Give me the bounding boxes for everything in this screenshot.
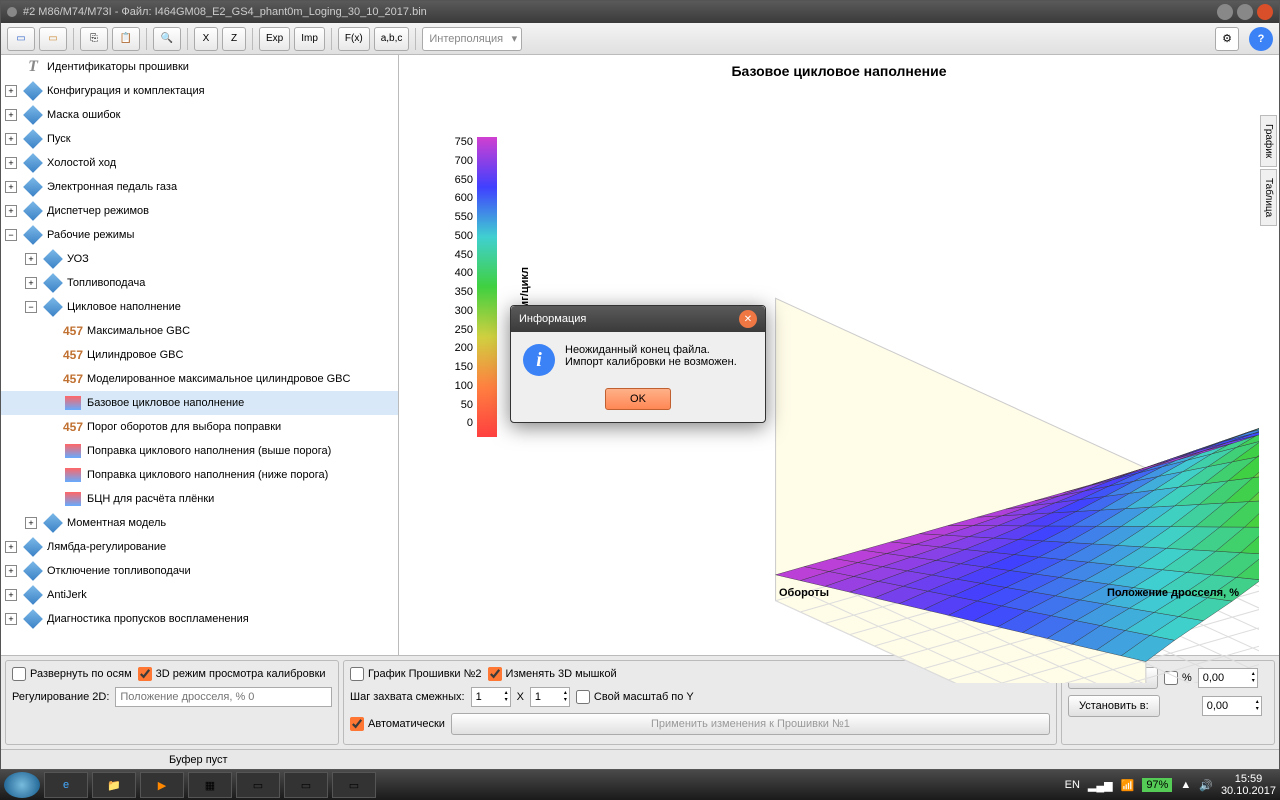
dialog-title: Информация <box>519 313 586 325</box>
task-ie[interactable]: e <box>44 772 88 798</box>
tree-item[interactable]: +УОЗ <box>1 247 398 271</box>
dialog-line1: Неожиданный конец файла. <box>565 344 737 356</box>
statusbar: Буфер пуст <box>1 749 1279 769</box>
step-label: Шаг захвата смежных: <box>350 691 465 703</box>
dialog-close-icon[interactable]: ✕ <box>739 310 757 328</box>
z-button[interactable]: Z <box>222 27 246 51</box>
tree-item[interactable]: +Моментная модель <box>1 511 398 535</box>
tree-item[interactable]: +Электронная педаль газа <box>1 175 398 199</box>
tree-item[interactable]: +Лямбда-регулирование <box>1 535 398 559</box>
tree-item[interactable]: +Диспетчер режимов <box>1 199 398 223</box>
lang-indicator[interactable]: EN <box>1065 779 1080 791</box>
mode3d-checkbox[interactable]: 3D режим просмотра калибровки <box>138 667 326 681</box>
tree-item[interactable]: Поправка циклового наполнения (выше поро… <box>1 439 398 463</box>
tree-item[interactable]: 457Порог оборотов для выбора поправки <box>1 415 398 439</box>
paste-button[interactable]: 📋 <box>112 27 140 51</box>
z-axis-label: мг/цикл <box>519 267 531 309</box>
dialog-line2: Импорт калибровки не возможен. <box>565 356 737 368</box>
own-scale-checkbox[interactable]: Свой масштаб по Y <box>576 690 694 704</box>
minimize-icon[interactable] <box>1217 4 1233 20</box>
tree-item[interactable]: Поправка циклового наполнения (ниже поро… <box>1 463 398 487</box>
tree-item[interactable]: +Диагностика пропусков воспламенения <box>1 607 398 631</box>
task-explorer[interactable]: 📁 <box>92 772 136 798</box>
fw2-checkbox[interactable]: График Прошивки №2 <box>350 667 482 681</box>
toolbar: ▭ ▭ ⎘ 📋 🔍 X Z Exp Imp F(x) a,b,c Интерпо… <box>1 23 1279 55</box>
tree-item[interactable]: −Рабочие режимы <box>1 223 398 247</box>
close-icon[interactable] <box>1257 4 1273 20</box>
tree-item[interactable]: +AntiJerk <box>1 583 398 607</box>
x-button[interactable]: X <box>194 27 218 51</box>
set-value-spinner[interactable]: 0,00 <box>1202 696 1262 716</box>
tree-item[interactable]: +Маска ошибок <box>1 103 398 127</box>
tree-item[interactable]: TИдентификаторы прошивки <box>1 55 398 79</box>
interp-combo[interactable]: Интерполяция <box>422 27 522 51</box>
tree-item[interactable]: 457Максимальное GBC <box>1 319 398 343</box>
window-title: #2 M86/M74/M73I - Файл: I464GM08_E2_GS4_… <box>23 6 427 18</box>
task-app2[interactable]: ▭ <box>236 772 280 798</box>
taskbar: e 📁 ▶ ▦ ▭ ▭ ▭ EN ▂▄▆ 📶 97% ▲ 🔊 15:59 30.… <box>0 770 1280 800</box>
start-button[interactable] <box>4 772 40 798</box>
task-app3[interactable]: ▭ <box>284 772 328 798</box>
x-axis-label: Обороты <box>779 587 829 599</box>
open-button[interactable]: ▭ <box>39 27 67 51</box>
wifi-icon[interactable]: 📶 <box>1121 779 1135 792</box>
save-button[interactable]: ▭ <box>7 27 35 51</box>
ok-button[interactable]: OK <box>605 388 671 410</box>
help-button[interactable]: ? <box>1249 27 1273 51</box>
step-y-spinner[interactable]: 1 <box>530 687 570 707</box>
battery-indicator[interactable]: 97% <box>1142 778 1172 792</box>
task-app1[interactable]: ▦ <box>188 772 232 798</box>
tree-item[interactable]: +Конфигурация и комплектация <box>1 79 398 103</box>
colorbar: 7507006506005505004504003503002502001501… <box>439 137 499 437</box>
exp-button[interactable]: Exp <box>259 27 290 51</box>
tree-item[interactable]: 457Цилиндровое GBC <box>1 343 398 367</box>
y-axis-label: Положение дросселя, % <box>1107 587 1239 599</box>
task-player[interactable]: ▶ <box>140 772 184 798</box>
expand-axes-checkbox[interactable]: Развернуть по осям <box>12 667 132 681</box>
tree-item[interactable]: +Холостой ход <box>1 151 398 175</box>
fx-button[interactable]: F(x) <box>338 27 370 51</box>
volume-icon[interactable]: 🔊 <box>1199 779 1213 792</box>
reg2d-input[interactable] <box>115 687 332 707</box>
titlebar: #2 M86/M74/M73I - Файл: I464GM08_E2_GS4_… <box>1 1 1279 23</box>
buffer-status: Буфер пуст <box>169 754 228 766</box>
info-icon: i <box>523 344 555 376</box>
change-value-spinner[interactable]: 0,00 <box>1198 668 1258 688</box>
set-to-button[interactable]: Установить в: <box>1068 695 1160 717</box>
auto-checkbox[interactable]: Автоматически <box>350 717 445 731</box>
tree-item[interactable]: −Цикловое наполнение <box>1 295 398 319</box>
chart-title: Базовое цикловое наполнение <box>399 55 1279 87</box>
maximize-icon[interactable] <box>1237 4 1253 20</box>
reg2d-label: Регулирование 2D: <box>12 691 109 703</box>
tree-item[interactable]: +Топливоподача <box>1 271 398 295</box>
task-app4[interactable]: ▭ <box>332 772 376 798</box>
info-dialog: Информация ✕ i Неожиданный конец файла. … <box>510 305 766 423</box>
tree-panel: TИдентификаторы прошивки+Конфигурация и … <box>1 55 399 655</box>
tree-item[interactable]: Базовое цикловое наполнение <box>1 391 398 415</box>
abc-button[interactable]: a,b,c <box>374 27 410 51</box>
clock[interactable]: 15:59 30.10.2017 <box>1221 773 1276 797</box>
settings-button[interactable]: ⚙ <box>1215 27 1239 51</box>
tree-item[interactable]: БЦН для расчёта плёнки <box>1 487 398 511</box>
tray-icon[interactable]: ▲ <box>1180 779 1191 791</box>
tree-item[interactable]: +Пуск <box>1 127 398 151</box>
step-x-spinner[interactable]: 1 <box>471 687 511 707</box>
copy-button[interactable]: ⎘ <box>80 27 108 51</box>
tab-chart[interactable]: График <box>1260 115 1277 167</box>
tab-table[interactable]: Таблица <box>1260 169 1277 226</box>
tree-item[interactable]: 457Моделированное максимальное цилиндров… <box>1 367 398 391</box>
network-icon[interactable]: ▂▄▆ <box>1088 779 1113 792</box>
find-button[interactable]: 🔍 <box>153 27 181 51</box>
apply-button[interactable]: Применить изменения к Прошивки №1 <box>451 713 1050 735</box>
tree-item[interactable]: +Отключение топливоподачи <box>1 559 398 583</box>
imp-button[interactable]: Imp <box>294 27 325 51</box>
